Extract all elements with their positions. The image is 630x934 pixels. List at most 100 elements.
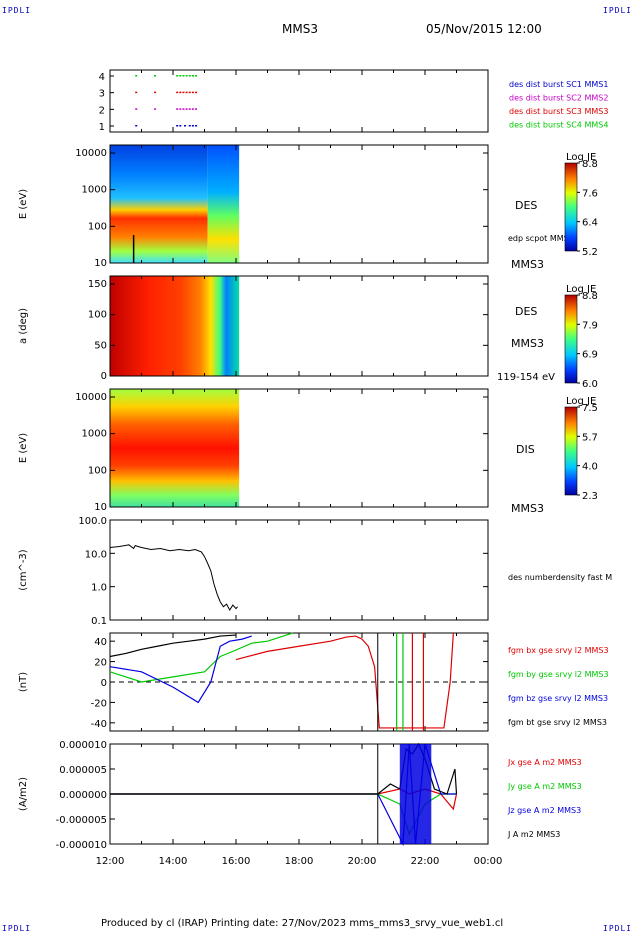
time-xtick-label: 16:00 xyxy=(222,856,251,867)
des-energy-colorbar-tick-label: 7.6 xyxy=(582,188,598,199)
burst-mark xyxy=(179,125,182,127)
burst-mark xyxy=(179,75,182,77)
burst-mark xyxy=(191,108,194,110)
burst-mark xyxy=(176,75,179,77)
corner-logo-bl: IPDLI xyxy=(2,924,32,933)
bfield-series-4 xyxy=(109,634,237,658)
time-xtick-label: 12:00 xyxy=(96,856,125,867)
bfield-ytick-label: 20 xyxy=(94,658,107,669)
bfield-ytick-label: 40 xyxy=(94,637,107,648)
bfield-legend-2: fgm by gse srvy l2 MMS3 xyxy=(508,670,609,679)
current-legend-4: J A m2 MMS3 xyxy=(507,830,560,839)
dis-energy-colorbar-tick-label: 5.7 xyxy=(582,432,598,443)
bfield-series-1 xyxy=(235,632,454,729)
des-pitch-ytick-label: 50 xyxy=(94,340,107,351)
bfield-legend-3: fgm bz gse srvy l2 MMS3 xyxy=(508,694,608,703)
burst-mark xyxy=(191,75,194,77)
burst-mark xyxy=(188,91,191,94)
des-pitch-colorbar-title: Log JE xyxy=(566,284,596,295)
density-frame xyxy=(109,519,489,621)
burst-mark xyxy=(176,91,179,94)
burst-mark xyxy=(184,125,187,127)
dis-energy-colorbar-tick-label: 7.5 xyxy=(582,403,598,414)
current-ytick-label: 0.000010 xyxy=(59,740,107,751)
dis-energy-colorbar-gradient xyxy=(564,406,578,496)
des-energy-colorbar-gradient xyxy=(564,162,578,252)
current-legend-1: Jx gse A m2 MMS3 xyxy=(507,758,582,767)
bfield-series-3 xyxy=(109,635,252,704)
des-pitch-ytick-label: 100 xyxy=(88,310,107,321)
corner-logo-br: IPDLI xyxy=(603,924,630,933)
burst-mark xyxy=(182,91,185,94)
des-pitch-spectrogram xyxy=(110,276,240,376)
burst-mark xyxy=(135,125,138,127)
corner-logo-tl: IPDLI xyxy=(2,6,32,15)
density-ytick-label: 100.0 xyxy=(78,516,107,527)
des-energy-ytick-label: 10 xyxy=(94,258,107,269)
burst-mark xyxy=(185,75,188,77)
des-energy-spectrogram xyxy=(110,145,208,263)
spacecraft-title: MMS3 xyxy=(282,22,318,36)
burst-legend-4: des dist burst SC4 MMS4 xyxy=(509,121,608,130)
des-pitch-sc-label: MMS3 xyxy=(511,337,544,350)
density-ytick-label: 0.1 xyxy=(91,616,107,627)
des-pitch-colorbar-gradient xyxy=(564,294,578,384)
des-pitch-colorbar-tick-label: 7.9 xyxy=(582,320,598,331)
dis-energy-colorbar-tick-label: 2.3 xyxy=(582,491,598,502)
des-energy-instrument: DES xyxy=(515,199,537,212)
des-energy-scpot-label: edp scpot MMS3 xyxy=(508,234,574,243)
dis-energy-ytick-label: 10 xyxy=(94,502,107,513)
des-energy-colorbar-tick-label: 5.2 xyxy=(582,247,598,258)
dis-energy-colorbar-tick-label: 4.0 xyxy=(582,462,598,473)
des-energy-ytick-label: 10000 xyxy=(75,148,107,159)
current-ytick-label: 0.000000 xyxy=(59,790,107,801)
burst-ytick-label: 1 xyxy=(99,122,105,133)
des-energy-spectrogram-tail xyxy=(207,145,240,263)
des-energy-colorbar-tick-label: 8.8 xyxy=(582,159,598,170)
burst-ytick-label: 2 xyxy=(99,105,105,116)
density-legend: des numberdensity fast M xyxy=(508,573,612,582)
burst-mark xyxy=(185,108,188,110)
des-energy-ytick-label: 100 xyxy=(88,221,107,232)
des-pitch-ytick-label: 150 xyxy=(88,279,107,290)
des-energy-sc-label: MMS3 xyxy=(511,258,544,271)
time-xtick-label: 00:00 xyxy=(474,856,503,867)
burst-legend-1: des dist burst SC1 MMS1 xyxy=(509,80,608,89)
burst-ytick-label: 3 xyxy=(99,89,105,100)
dis-energy-ytick-label: 10000 xyxy=(75,392,107,403)
dis-energy-ylabel: E (eV) xyxy=(18,433,29,463)
density-ytick-label: 1.0 xyxy=(91,583,107,594)
current-burst-band xyxy=(399,744,432,844)
burst-mark xyxy=(182,75,185,77)
density-ytick-label: 10.0 xyxy=(85,549,107,560)
des-energy-ytick-label: 1000 xyxy=(82,185,107,196)
burst-mark xyxy=(154,108,157,110)
burst-mark xyxy=(135,75,138,77)
des-energy-ylabel: E (eV) xyxy=(18,189,29,219)
corner-logo-tr: IPDLI xyxy=(603,6,630,15)
current-ytick-label: 0.000005 xyxy=(59,765,107,776)
time-xtick-label: 22:00 xyxy=(411,856,440,867)
burst-mark xyxy=(135,91,138,94)
burst-mark xyxy=(191,91,194,94)
datetime-title: 05/Nov/2015 12:00 xyxy=(426,22,542,36)
des-pitch-ylabel: a (deg) xyxy=(18,308,29,344)
des-pitch-instrument: DES xyxy=(515,305,537,318)
time-xtick-label: 14:00 xyxy=(159,856,188,867)
burst-mark xyxy=(185,91,188,94)
current-legend-3: Jz gse A m2 MMS3 xyxy=(507,806,581,815)
des-pitch-ytick-label: 0 xyxy=(101,371,107,382)
burst-mark xyxy=(182,108,185,110)
des-pitch-colorbar-tick-label: 6.9 xyxy=(582,350,598,361)
burst-mark xyxy=(176,108,179,110)
burst-mark xyxy=(154,75,157,77)
current-ytick-label: -0.000005 xyxy=(56,815,107,826)
dis-energy-instrument: DIS xyxy=(516,443,535,456)
burst-mark xyxy=(188,75,191,77)
time-xtick-label: 18:00 xyxy=(285,856,314,867)
dis-energy-sc-label: MMS3 xyxy=(511,502,544,515)
burst-mark xyxy=(179,108,182,110)
burst-mark xyxy=(191,125,194,127)
burst-mark xyxy=(135,108,138,110)
